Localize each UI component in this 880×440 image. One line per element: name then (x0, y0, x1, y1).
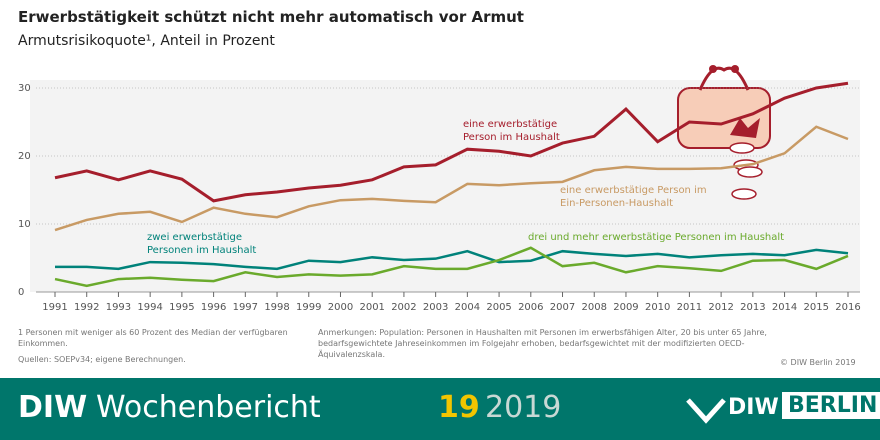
series-label: drei und mehr erwerbstätige Personen im … (528, 232, 785, 243)
year: 2019 (485, 390, 562, 425)
x-tick-label: 2013 (740, 302, 765, 313)
x-tick-label: 2012 (708, 302, 733, 313)
remarks: Anmerkungen: Population: Personen in Hau… (318, 328, 767, 359)
x-tick-label: 2015 (804, 302, 829, 313)
x-tick-label: 2001 (359, 302, 384, 313)
y-tick-label: 10 (18, 219, 31, 230)
x-tick-label: 2005 (486, 302, 511, 313)
purse-icon (677, 65, 771, 200)
x-tick-label: 2003 (423, 302, 448, 313)
series-label: zwei erwerbstätige Personen im Haushalt (147, 232, 257, 256)
series-line (55, 248, 849, 271)
copyright: © DIW Berlin 2019 (780, 358, 856, 367)
x-tick-label: 1992 (74, 302, 99, 313)
series-line (54, 81, 849, 203)
x-tick-label: 2010 (645, 302, 670, 313)
x-tick-label: 2008 (582, 302, 607, 313)
y-tick-label: 30 (18, 83, 31, 94)
logo-right: BERLIN (782, 392, 880, 419)
chart: 0 10 20 30 1991 1992 1993 1994 1995 1996 1997 1998 1… (18, 65, 861, 313)
logo-mark (686, 398, 726, 424)
x-tick-label: 2007 (550, 302, 575, 313)
x-tick-label: 1998 (264, 302, 289, 313)
x-tick-label: 2009 (613, 302, 638, 313)
series-label: eine erwerbstätige Person im Haushalt (463, 119, 560, 143)
brand: DIW (18, 390, 88, 425)
x-tick-label: 1997 (233, 302, 258, 313)
chart-subtitle: Armutsrisikoquote¹, Anteil in Prozent (18, 33, 275, 49)
logo-left: DIW (728, 395, 779, 420)
x-tick-label: 1995 (169, 302, 194, 313)
chart-title: Erwerbstätigkeit schützt nicht mehr auto… (18, 8, 524, 26)
y-tick-label: 20 (18, 151, 31, 162)
footnote: 1 Personen mit weniger als 60 Prozent de… (18, 328, 288, 348)
x-tick-label: 2000 (328, 302, 353, 313)
x-tick-label: 2014 (772, 302, 797, 313)
y-tick-label: 0 (18, 287, 24, 298)
x-tick-label: 1999 (296, 302, 321, 313)
x-tick-label: 1993 (106, 302, 131, 313)
footer: DIW Wochenbericht 19 2019 DIW BERLIN (0, 378, 880, 440)
series-label: eine erwerbstätige Person im Ein-Persone… (560, 185, 707, 209)
x-tick-label: 2006 (518, 302, 543, 313)
x-tick-label: 2002 (391, 302, 416, 313)
series-line (54, 246, 849, 288)
series-line (54, 125, 849, 232)
x-tick-label: 2016 (835, 302, 860, 313)
x-tick-label: 2004 (455, 302, 480, 313)
x-tick-label: 1991 (42, 302, 67, 313)
x-tick-label: 1996 (201, 302, 226, 313)
x-tick-label: 1994 (137, 302, 162, 313)
x-tick-label: 2011 (677, 302, 702, 313)
sources: Quellen: SOEPv34; eigene Berechnungen. (18, 355, 186, 364)
publication: Wochenbericht (96, 390, 321, 425)
issue: 19 (438, 390, 480, 425)
